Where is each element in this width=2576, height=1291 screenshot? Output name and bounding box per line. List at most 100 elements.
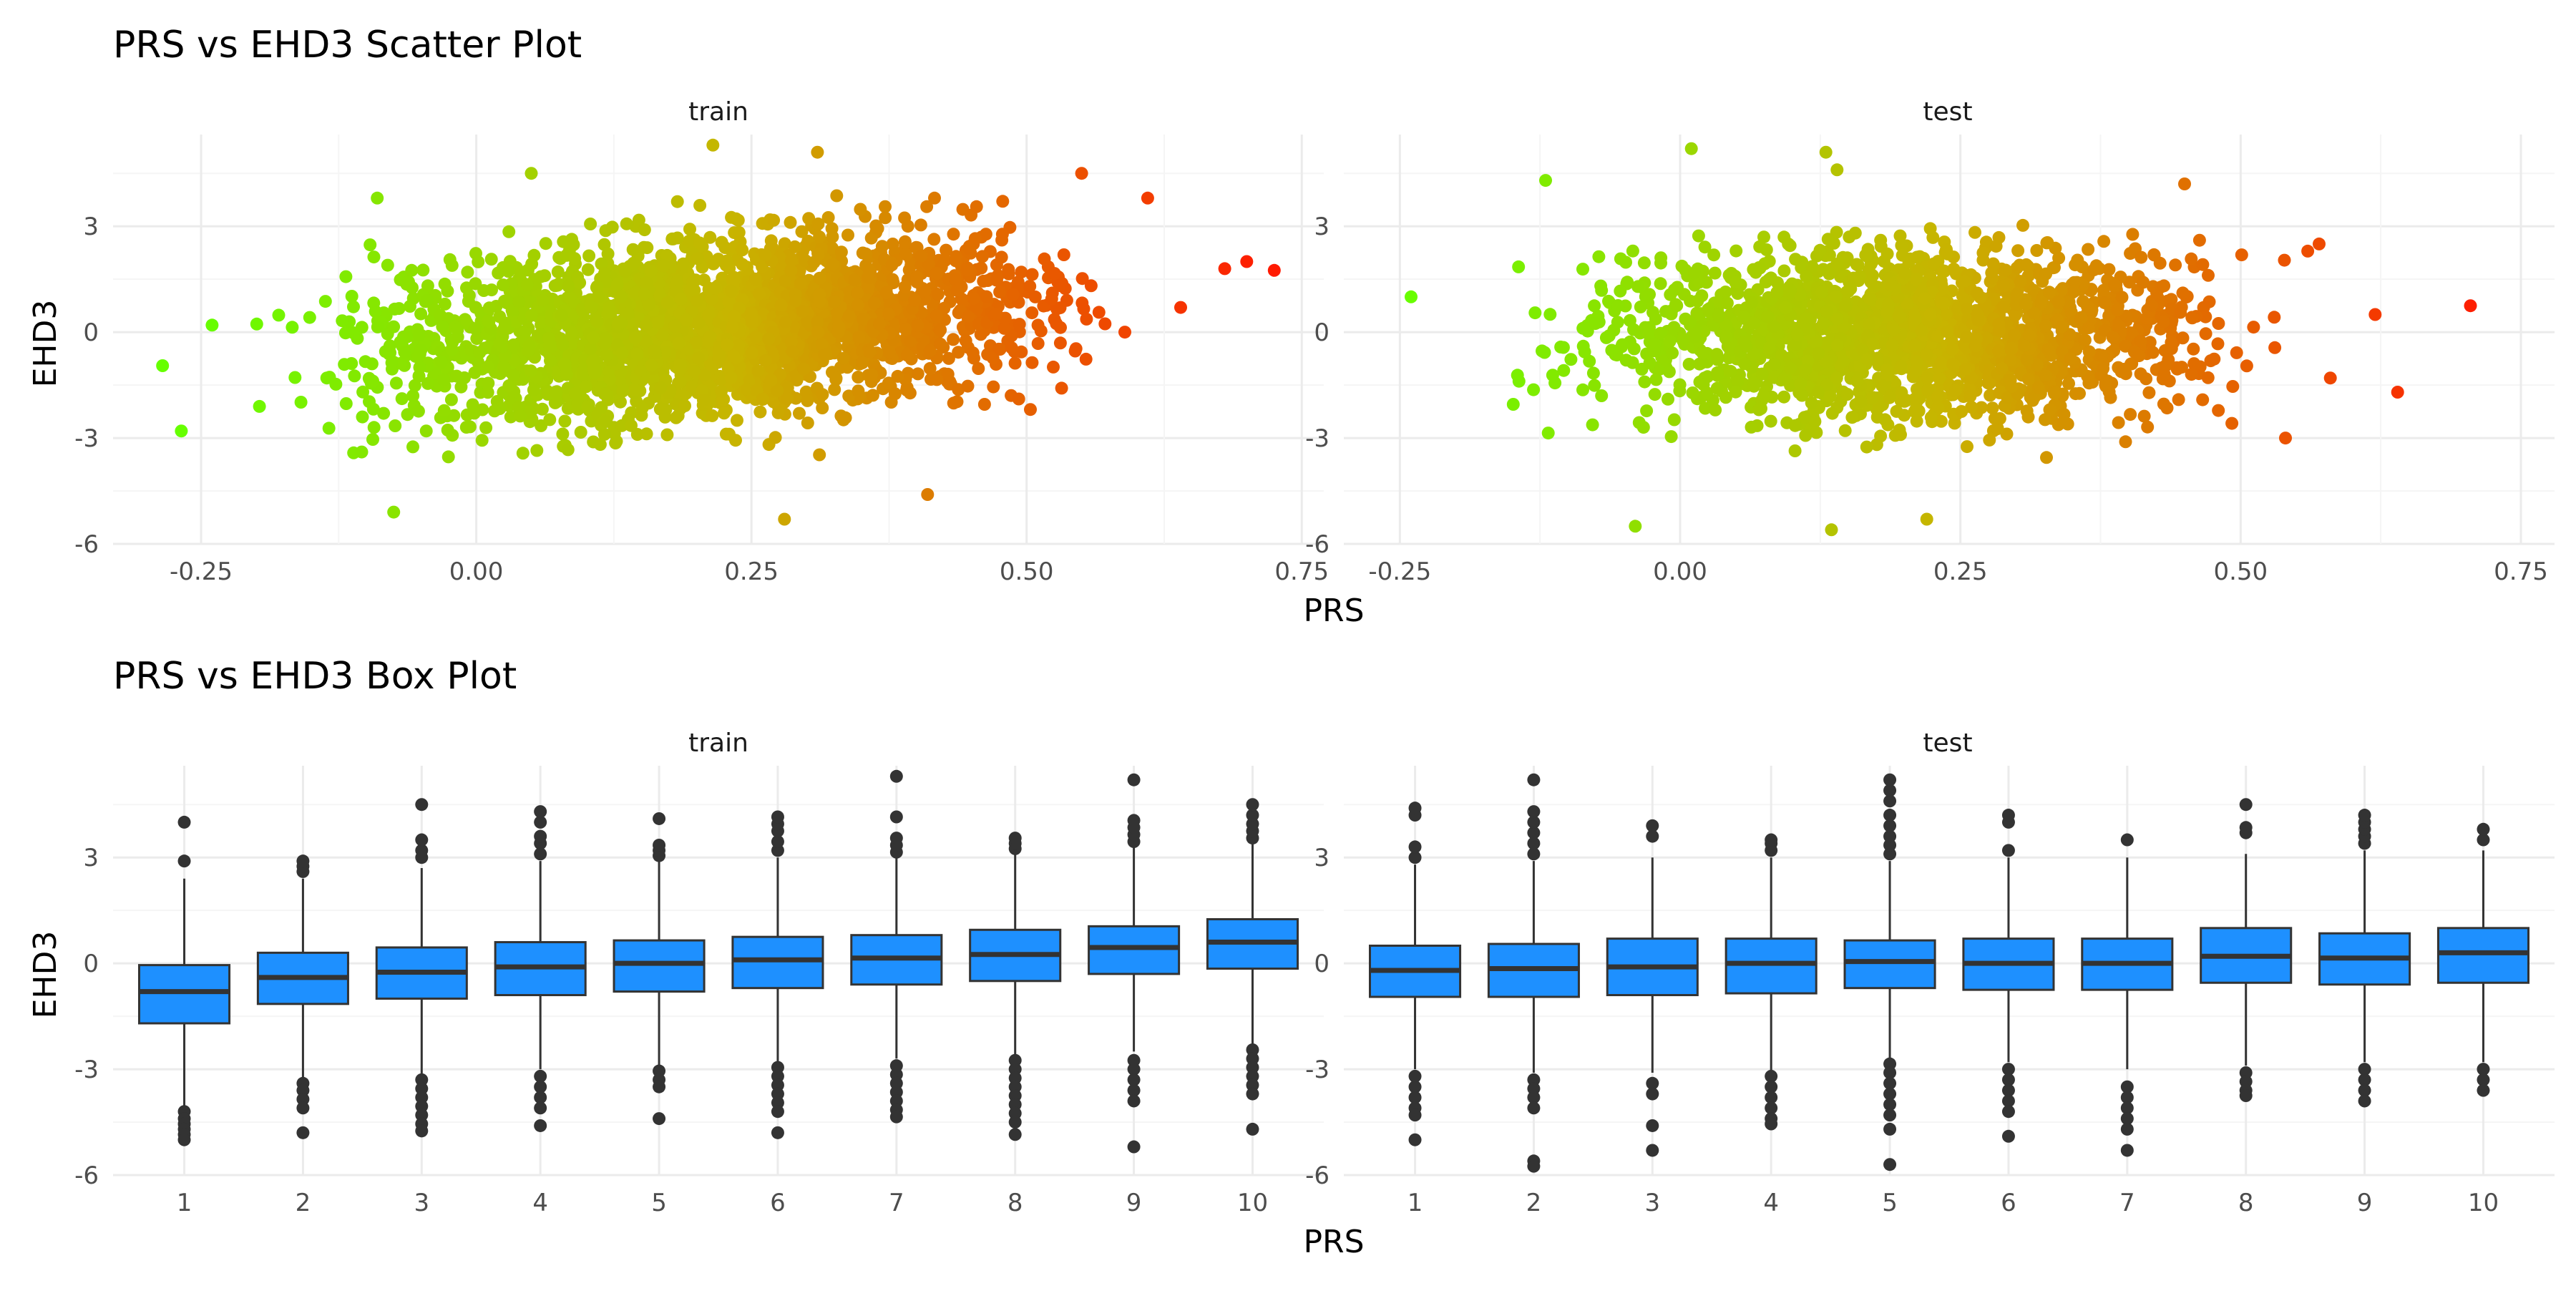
scatter-train-point [584,342,597,356]
scatter-test-point [2169,258,2182,272]
scatter-train-point [615,290,628,303]
box-outlier [2477,1073,2490,1086]
scatter-train-point [615,316,628,329]
box-train-box-1 [137,815,231,1146]
box-outlier [1883,784,1897,797]
scatter-test-point [2000,427,2014,441]
box-iqr [2436,927,2530,984]
scatter-train-point [882,307,895,321]
scatter-test-point [1986,271,1999,285]
scatter-train-point [659,403,673,416]
box-outlier [653,812,666,825]
scatter-train-point [753,405,767,419]
scatter-train-point [626,243,640,256]
scatter-train-point [434,355,448,369]
scatter-train-point [977,274,990,288]
scatter-test-point [1539,174,1552,187]
box-outlier [2477,822,2490,836]
box-outlier [889,769,903,783]
scatter-train-point [1025,306,1039,320]
scatter-train-point [720,254,733,268]
scatter-train-point [865,368,879,381]
box-test-box-9 [2318,809,2411,1108]
scatter-train-point [1050,317,1063,331]
scatter-test-point [2235,248,2248,262]
scatter-train-point [813,295,826,308]
scatter-train-point [861,281,874,294]
scatter-test-point [2174,306,2187,319]
box-outlier [1246,1061,1259,1074]
box-train-box-2 [256,854,349,1139]
scatter-train-point [828,295,841,308]
scatter-train-point [821,211,835,224]
scatter-train-point [930,373,944,386]
scatter-train-point [1075,272,1089,286]
scatter-train-point [638,223,651,237]
scatter-test-point [2126,228,2140,241]
scatter-test-point [2142,386,2156,399]
box-train-box-3 [375,798,468,1138]
scatter-test-point [2062,376,2075,390]
scatter-test-point [2176,331,2190,345]
scatter-test-point [1757,389,1770,403]
scatter-test-point [2196,393,2210,406]
scatter-train-point [864,231,878,245]
box-outlier [2477,1083,2490,1097]
box-test-x-tick-label: 6 [2001,1189,2016,1217]
scatter-test-point [2082,345,2096,359]
scatter-train-point [250,317,263,331]
box-outlier [534,1069,547,1083]
scatter-test-point [1848,226,1862,240]
box-outlier [1008,832,1022,845]
scatter-test-point [1882,298,1895,311]
scatter-train-point [544,354,557,367]
scatter-test-point [2137,276,2150,289]
scatter-test-point [1812,386,1825,399]
scatter-test-point [2008,328,2021,342]
scatter-train-point [1240,255,1254,268]
scatter-train-point [914,218,927,232]
scatter-train-point [834,245,848,259]
scatter-test-point [1687,266,1701,280]
scatter-train-point [294,396,308,409]
scatter-test-point [1745,296,1759,309]
scatter-test-point [2279,432,2292,445]
box-outlier [1408,1091,1422,1104]
scatter-test-point [1830,338,1844,352]
box-test-box-8 [2200,798,2293,1103]
box-train-x-tick-label: 7 [889,1189,904,1217]
scatter-test-point [1810,426,1823,439]
scatter-train-point [679,313,693,326]
scatter-train-point [479,421,493,434]
scatter-train-point [1080,312,1093,326]
box-outlier [2120,833,2134,847]
box-outlier [2001,1063,2015,1076]
scatter-train-point [536,293,550,307]
box-outlier [2358,1063,2371,1076]
scatter-train-point [420,293,434,307]
scatter-train-point [638,287,651,301]
scatter-test-point [1639,290,1652,303]
scatter-train-point [615,419,628,432]
scatter-test-point [1790,327,1804,341]
scatter-train-point [651,316,665,330]
scatter-test-point [1914,323,1928,337]
box-outlier [2239,821,2253,834]
scatter-train-point [525,167,538,180]
scatter-train-point [482,376,495,390]
scatter-train-point [475,434,489,447]
scatter-train-point [406,440,419,454]
scatter-strip-train: train [688,97,748,127]
scatter-test-point [1541,427,1555,440]
scatter-train-point [904,258,918,272]
scatter-train-point [438,297,452,311]
scatter-train-point [683,223,696,236]
scatter-train-point [444,393,458,406]
scatter-strip-test: test [1923,97,1972,127]
box-outlier [2239,798,2253,812]
scatter-train-point [828,383,841,396]
scatter-test-point [1853,270,1867,283]
scatter-train-point [879,211,892,225]
scatter-train-point [482,315,496,328]
scatter-test-point [1664,288,1677,301]
